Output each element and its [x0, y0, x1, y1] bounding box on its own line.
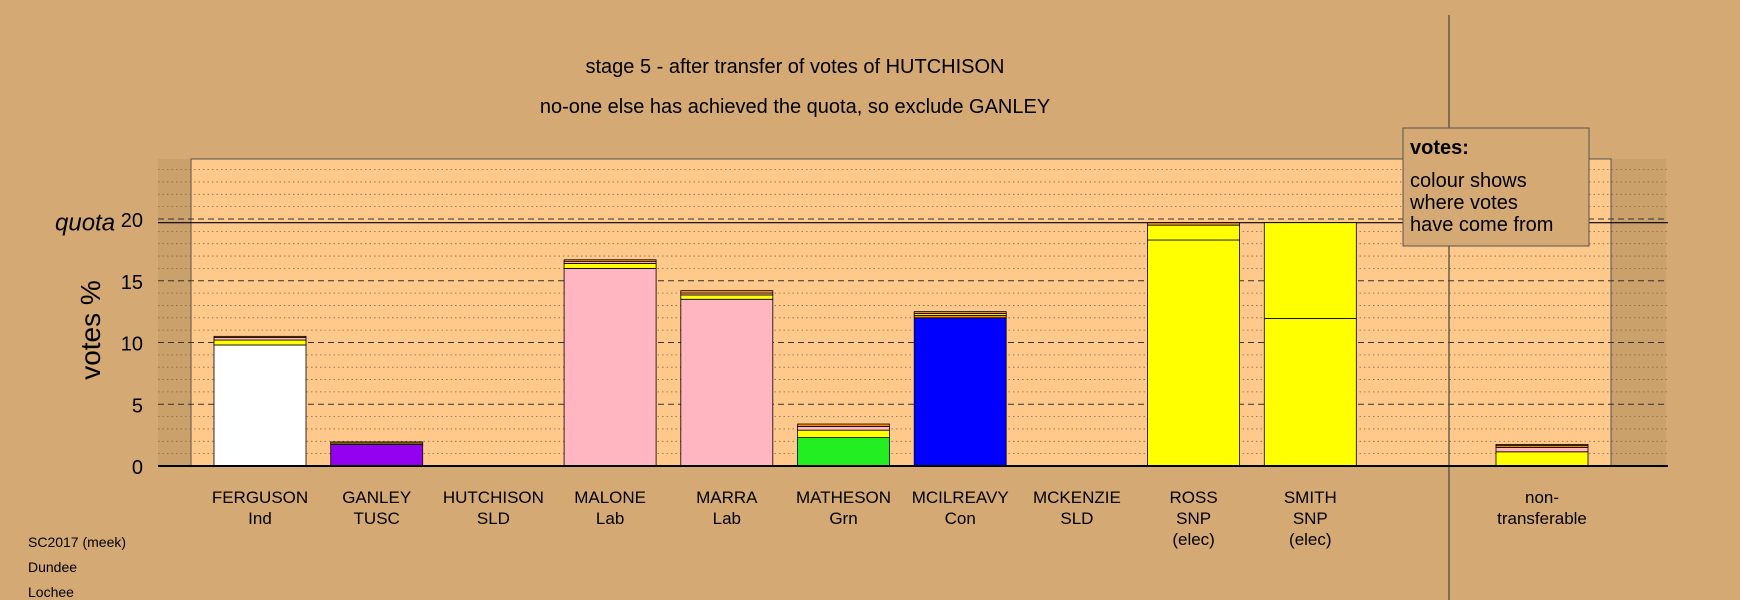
legend-line: where votes	[1409, 192, 1518, 214]
x-tick-label: SNP	[1293, 509, 1328, 528]
bar-matheson	[797, 423, 890, 467]
y-axis-label: votes %	[75, 280, 106, 380]
x-tick-label: FERGUSON	[212, 488, 308, 507]
bar-ross	[1147, 222, 1240, 467]
bar-segment	[330, 443, 424, 467]
x-tick-label: SLD	[477, 509, 510, 528]
bar-segment	[1147, 239, 1240, 467]
bar-segment	[680, 294, 774, 300]
bar-segment	[1495, 443, 1589, 447]
bar-segment	[797, 426, 890, 431]
x-tick-label: non-	[1525, 488, 1559, 507]
x-tick-label: SNP	[1176, 509, 1211, 528]
x-tick-label: Con	[945, 509, 976, 528]
bar-marra	[680, 290, 774, 467]
bar-segment	[797, 423, 890, 427]
bars	[213, 222, 1589, 467]
x-axis-labels: FERGUSON Ind GANLEY TUSC HUTCHISON SLD MALONE L…	[212, 488, 1587, 549]
x-tick-label: MATHESON	[796, 488, 891, 507]
legend-title: votes:	[1410, 137, 1469, 159]
x-tick-label: transferable	[1497, 509, 1587, 528]
x-tick-label: MALONE	[574, 488, 646, 507]
bar-ganley	[330, 441, 424, 467]
y-tick-label: 20	[121, 210, 143, 232]
bar-segment	[1147, 222, 1240, 226]
y-tick-label: 5	[132, 395, 143, 417]
x-tick-label: MCILREAVY	[912, 488, 1009, 507]
x-tick-label: (elec)	[1172, 530, 1215, 549]
bar-segment	[797, 437, 890, 467]
bar-segment	[213, 344, 307, 467]
bar-ferguson	[213, 335, 307, 467]
footer-line: Dundee	[28, 559, 77, 575]
legend: votes: colour shows where votes have com…	[1402, 127, 1590, 247]
y-tick-label: 15	[121, 272, 143, 294]
y-axis: 0 5 10 15 20	[121, 210, 143, 479]
bar-segment	[680, 298, 774, 467]
legend-line: have come from	[1410, 214, 1553, 236]
bar-segment	[563, 267, 657, 467]
bar-segment	[1495, 447, 1589, 453]
legend-line: colour shows	[1410, 170, 1527, 192]
bar-segment	[1147, 224, 1240, 241]
x-tick-label: MARRA	[696, 488, 758, 507]
footer-line: Lochee	[28, 584, 74, 600]
bar-nontransferable	[1495, 443, 1589, 467]
x-tick-label: SLD	[1060, 509, 1093, 528]
chart-title: stage 5 - after transfer of votes of HUT…	[585, 56, 1004, 78]
x-tick-label: Ind	[248, 509, 272, 528]
x-tick-label: Lab	[596, 509, 624, 528]
bar-segment	[1263, 222, 1357, 319]
bar-malone	[563, 259, 657, 467]
x-tick-label: SMITH	[1284, 488, 1337, 507]
x-tick-label: (elec)	[1289, 530, 1332, 549]
bar-segment	[680, 290, 774, 294]
x-tick-label: TUSC	[354, 509, 400, 528]
bar-smith	[1263, 222, 1357, 467]
bar-segment	[797, 429, 890, 438]
plot-right-band	[1611, 159, 1666, 466]
chart-subtitle: no-one else has achieved the quota, so e…	[540, 96, 1050, 118]
plot-area-background	[190, 158, 1612, 467]
x-tick-label: HUTCHISON	[443, 488, 544, 507]
footer-line: SC2017 (meek)	[28, 534, 126, 550]
bar-segment	[913, 311, 1007, 314]
x-tick-label: GANLEY	[342, 488, 411, 507]
bar-segment	[563, 259, 657, 263]
bar-segment	[1495, 451, 1589, 467]
bar-segment	[563, 263, 657, 269]
bar-segment	[913, 317, 1007, 467]
bar-segment	[213, 339, 307, 346]
plot-left-band	[158, 159, 191, 466]
bar-mcilreavy	[913, 311, 1007, 467]
x-tick-label: Lab	[713, 509, 741, 528]
bar-segment	[213, 335, 307, 338]
bar-segment	[330, 441, 424, 444]
y-tick-label: 0	[132, 457, 143, 479]
x-tick-label: ROSS	[1170, 488, 1218, 507]
legend-box	[1402, 127, 1590, 247]
x-tick-label: Grn	[829, 509, 857, 528]
bar-segment	[1263, 318, 1357, 467]
y-tick-label: 10	[121, 334, 143, 356]
x-tick-label: MCKENZIE	[1033, 488, 1121, 507]
quota-label: quota	[55, 210, 115, 237]
